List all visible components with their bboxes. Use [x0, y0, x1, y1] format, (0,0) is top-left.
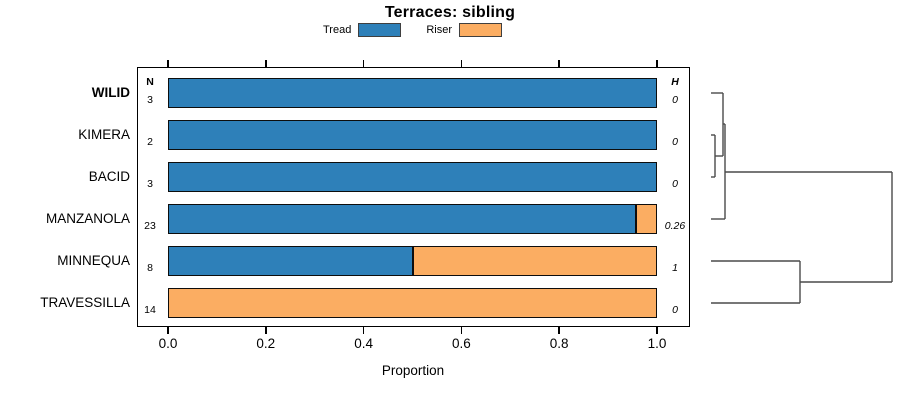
h-value: 0	[672, 178, 678, 190]
h-value: 0	[672, 304, 678, 316]
row-label-travessilla: TRAVESSILLA	[40, 295, 130, 310]
tread-segment	[168, 120, 657, 150]
chart-title: Terraces: sibling	[384, 4, 516, 21]
h-value: 0	[672, 94, 678, 106]
stacked-bar	[168, 120, 657, 150]
h-value: 0	[672, 136, 678, 148]
axis-tick	[362, 327, 365, 334]
legend: Tread Riser	[323, 23, 502, 37]
axis-tick	[460, 327, 463, 334]
stacked-bar	[168, 204, 657, 234]
tread-segment	[168, 78, 657, 108]
axis-tick	[167, 60, 169, 67]
tread-segment	[168, 204, 636, 234]
plot-frame	[137, 67, 690, 327]
axis-tick	[265, 60, 267, 67]
row-label-kimera: KIMERA	[78, 127, 130, 142]
n-value: 3	[147, 178, 153, 190]
tread-segment	[168, 162, 657, 192]
row-label-bacid: BACID	[88, 169, 130, 184]
legend-item-tread: Tread	[323, 23, 402, 37]
row-label-minnequa: MINNEQUA	[57, 253, 130, 268]
x-tick-label: 0.8	[549, 336, 569, 351]
legend-label: Riser	[426, 24, 452, 36]
riser-segment	[168, 288, 657, 318]
stacked-bar	[168, 162, 657, 192]
axis-tick	[558, 327, 560, 334]
stacked-bar	[168, 246, 657, 276]
x-tick-label: 0.4	[354, 336, 373, 351]
x-axis-title: Proportion	[381, 363, 445, 378]
legend-item-riser: Riser	[426, 23, 502, 37]
riser-color-swatch	[459, 23, 502, 37]
n-value: 8	[147, 262, 153, 274]
row-label-manzanola: MANZANOLA	[45, 211, 130, 226]
x-tick-label: 0.0	[158, 336, 178, 351]
axis-tick	[167, 327, 169, 334]
tread-color-swatch	[358, 23, 402, 37]
n-value: 3	[147, 94, 153, 106]
axis-tick	[656, 60, 658, 67]
axis-tick	[362, 60, 365, 67]
x-tick-label: 0.2	[256, 336, 276, 351]
n-value: 14	[144, 304, 156, 316]
row-label-wilid: WILID	[91, 85, 130, 100]
axis-tick	[558, 60, 560, 67]
axis-tick	[656, 327, 658, 334]
n-value: 2	[147, 136, 153, 148]
axis-tick	[460, 60, 463, 67]
n-value: 23	[144, 220, 156, 232]
axis-tick	[265, 327, 267, 334]
stacked-bar	[168, 288, 657, 318]
x-tick-label: 1.0	[647, 336, 667, 351]
tread-segment	[168, 246, 413, 276]
x-tick-label: 0.6	[452, 336, 471, 351]
stacked-bar	[168, 78, 657, 108]
h-value: 1	[672, 262, 678, 274]
h-column-header: H	[671, 76, 679, 88]
h-value: 0.26	[664, 220, 686, 232]
riser-segment	[413, 246, 657, 276]
legend-label: Tread	[323, 24, 352, 36]
riser-segment	[636, 204, 657, 234]
n-column-header: N	[146, 76, 154, 88]
